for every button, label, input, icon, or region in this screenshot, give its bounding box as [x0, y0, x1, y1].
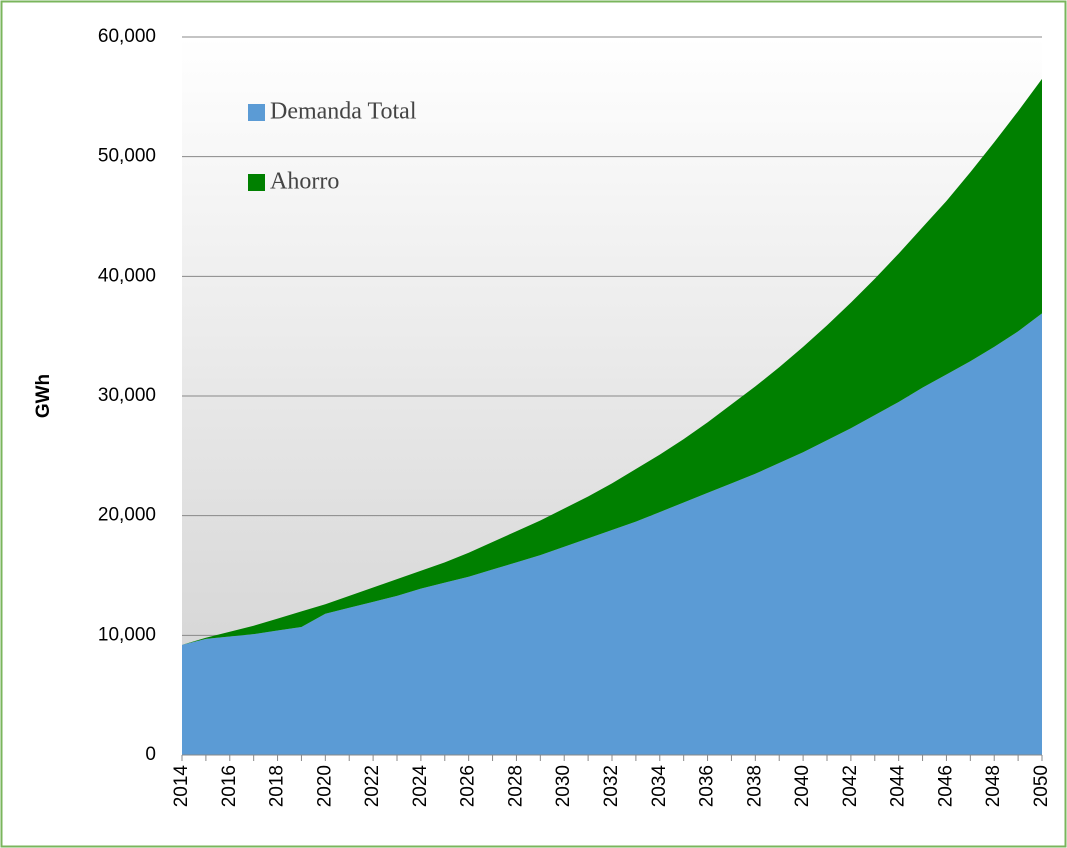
y-tick-label: 10,000: [98, 624, 156, 645]
y-axis-label: GWh: [33, 374, 54, 418]
area: [182, 313, 1042, 755]
x-tick-label: 2038: [744, 765, 765, 807]
x-tick-label: 2022: [362, 765, 383, 807]
x-tick-label: 2036: [697, 765, 718, 807]
x-tick-label: 2048: [983, 765, 1004, 807]
legend-label: Demanda Total: [270, 99, 417, 125]
x-tick-label: 2034: [649, 765, 670, 808]
x-tick-label: 2050: [1031, 765, 1052, 807]
x-tick-label: 2046: [935, 765, 956, 807]
y-tick-label: 60,000: [98, 26, 156, 47]
x-tick-label: 2026: [458, 765, 479, 807]
legend-swatch: [248, 174, 265, 191]
area: [182, 78, 1042, 645]
x-tick-label: 2028: [505, 765, 526, 807]
legend-label: Ahorro: [270, 169, 339, 195]
x-tick-label: 2018: [267, 765, 288, 807]
x-tick-label: 2014: [171, 765, 192, 808]
x-tick-label: 2042: [840, 765, 861, 807]
y-tick-label: 20,000: [98, 505, 156, 526]
y-tick-label: 30,000: [98, 385, 156, 406]
x-tick-label: 2024: [410, 765, 431, 808]
x-tick-label: 2020: [314, 765, 335, 807]
x-tick-label: 2044: [888, 765, 909, 808]
x-tick-label: 2032: [601, 765, 622, 807]
x-tick-label: 2016: [219, 765, 240, 807]
y-tick-label: 0: [145, 744, 156, 765]
x-tick-label: 2040: [792, 765, 813, 807]
y-tick-label: 50,000: [98, 146, 156, 167]
x-tick-label: 2030: [553, 765, 574, 807]
y-tick-label: 40,000: [98, 265, 156, 286]
legend-swatch: [248, 104, 265, 121]
